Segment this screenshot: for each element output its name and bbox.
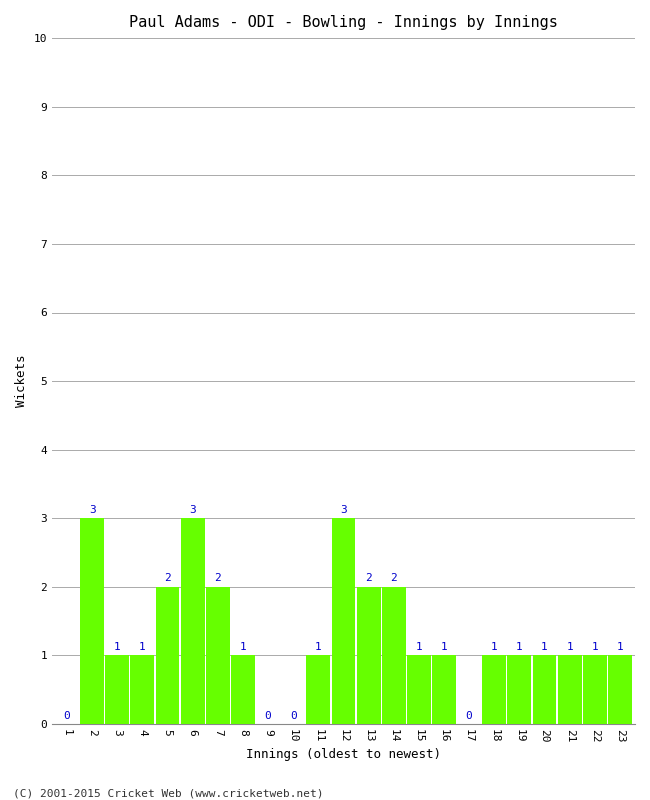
Title: Paul Adams - ODI - Bowling - Innings by Innings: Paul Adams - ODI - Bowling - Innings by … <box>129 15 558 30</box>
Text: 3: 3 <box>89 505 96 515</box>
Bar <box>181 518 205 724</box>
Text: (C) 2001-2015 Cricket Web (www.cricketweb.net): (C) 2001-2015 Cricket Web (www.cricketwe… <box>13 788 324 798</box>
Bar <box>332 518 356 724</box>
Text: 1: 1 <box>114 642 121 652</box>
Text: 1: 1 <box>415 642 423 652</box>
Text: 0: 0 <box>64 710 70 721</box>
Text: 2: 2 <box>391 574 397 583</box>
Bar <box>558 655 582 724</box>
Text: 2: 2 <box>214 574 221 583</box>
Text: 1: 1 <box>441 642 447 652</box>
Text: 0: 0 <box>265 710 272 721</box>
Text: 1: 1 <box>516 642 523 652</box>
Bar <box>583 655 606 724</box>
Bar <box>532 655 556 724</box>
Bar <box>206 587 229 724</box>
Bar <box>482 655 506 724</box>
Bar <box>131 655 154 724</box>
Bar <box>432 655 456 724</box>
Text: 1: 1 <box>617 642 623 652</box>
Bar <box>105 655 129 724</box>
Text: 0: 0 <box>466 710 473 721</box>
Text: 1: 1 <box>566 642 573 652</box>
Text: 1: 1 <box>139 642 146 652</box>
Bar <box>306 655 330 724</box>
Bar <box>80 518 104 724</box>
Text: 2: 2 <box>365 574 372 583</box>
X-axis label: Innings (oldest to newest): Innings (oldest to newest) <box>246 748 441 761</box>
Text: 1: 1 <box>592 642 598 652</box>
Text: 3: 3 <box>189 505 196 515</box>
Y-axis label: Wickets: Wickets <box>15 355 28 407</box>
Text: 3: 3 <box>340 505 347 515</box>
Bar <box>382 587 406 724</box>
Bar <box>608 655 632 724</box>
Bar <box>357 587 380 724</box>
Bar <box>155 587 179 724</box>
Bar <box>231 655 255 724</box>
Bar <box>508 655 531 724</box>
Text: 0: 0 <box>290 710 296 721</box>
Text: 1: 1 <box>491 642 498 652</box>
Text: 2: 2 <box>164 574 171 583</box>
Text: 1: 1 <box>315 642 322 652</box>
Text: 1: 1 <box>240 642 246 652</box>
Text: 1: 1 <box>541 642 548 652</box>
Bar <box>407 655 431 724</box>
